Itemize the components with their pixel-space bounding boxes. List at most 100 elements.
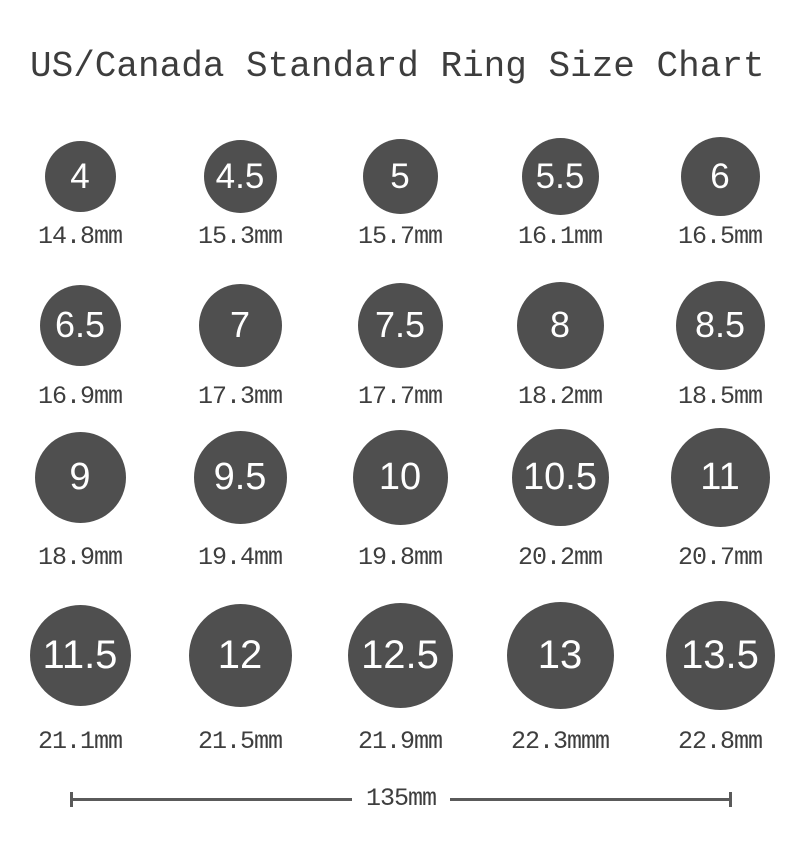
ring-size-item: 12.5 21.9mm	[320, 600, 480, 756]
ring-circle-box: 8.5	[675, 280, 765, 370]
ring-size-item: 9.5 19.4mm	[160, 427, 320, 572]
ring-circle: 6.5	[39, 284, 121, 366]
ring-size-number: 6.5	[54, 304, 106, 345]
ring-circle: 11	[670, 427, 770, 527]
ring-circle-box: 13	[506, 600, 614, 710]
ring-circle: 6	[680, 136, 760, 216]
ring-diameter-label: 19.4mm	[197, 543, 283, 572]
ring-diameter-label: 16.5mm	[677, 222, 763, 251]
ring-size-number: 5	[390, 156, 410, 196]
ring-size-item: 13.5 22.8mm	[640, 600, 800, 756]
ring-diameter-label: 18.5mm	[677, 382, 763, 411]
ring-size-number: 11	[700, 456, 740, 498]
ring-size-number: 5.5	[535, 156, 585, 196]
ring-circle-box: 5.5	[521, 136, 599, 216]
scale-bar-label: 135mm	[366, 783, 437, 813]
ring-row: 4 14.8mm 4.5 15.3mm 5 15.7mm 5.5 16.1mm 6 16.5mm	[0, 136, 800, 251]
ring-circle: 10.5	[511, 428, 609, 526]
ring-size-number: 7	[229, 304, 251, 345]
ring-diameter-label: 16.1mm	[517, 222, 603, 251]
ring-row: 6.5 16.9mm 7 17.3mm 7.5 17.7mm 8 18.2mm 8.5 18.5m…	[0, 280, 800, 411]
ring-diameter-label: 21.5mm	[197, 727, 283, 756]
ring-size-number: 13	[537, 633, 583, 677]
ring-diameter-label: 17.3mm	[197, 382, 283, 411]
ring-circle: 5	[362, 138, 438, 214]
ring-circle: 12.5	[347, 602, 453, 708]
ring-size-number: 11.5	[42, 633, 118, 677]
ring-row: 9 18.9mm 9.5 19.4mm 10 19.8mm 10.5 20.2mm 11 20.7…	[0, 427, 800, 572]
ring-size-item: 11 20.7mm	[640, 427, 800, 572]
ring-circle: 10	[352, 429, 448, 525]
ring-size-number: 4.5	[215, 156, 265, 196]
ring-size-item: 8 18.2mm	[480, 280, 640, 411]
ring-size-number: 10	[378, 456, 422, 498]
ring-size-item: 4 14.8mm	[0, 136, 160, 251]
ring-circle-box: 5	[362, 136, 438, 216]
ring-circle-box: 10	[352, 427, 448, 527]
ring-circle-box: 12.5	[347, 600, 453, 710]
ring-size-item: 5 15.7mm	[320, 136, 480, 251]
ring-size-item: 4.5 15.3mm	[160, 136, 320, 251]
ring-circle-box: 11	[670, 427, 770, 527]
ring-circle: 13	[506, 601, 614, 709]
ring-diameter-label: 16.9mm	[37, 382, 123, 411]
ring-diameter-label: 20.2mm	[517, 543, 603, 572]
scale-bar-left-tick	[70, 791, 73, 807]
ring-circle: 8	[516, 281, 604, 369]
ring-size-item: 13 22.3mmm	[480, 600, 640, 756]
ring-circle-box: 7.5	[357, 280, 443, 370]
ring-size-item: 7 17.3mm	[160, 280, 320, 411]
ring-diameter-label: 22.8mm	[677, 727, 763, 756]
ring-size-item: 10.5 20.2mm	[480, 427, 640, 572]
scale-bar-left-line	[73, 797, 352, 801]
ring-diameter-label: 15.3mm	[197, 222, 283, 251]
ring-size-item: 11.5 21.1mm	[0, 600, 160, 756]
ring-diameter-label: 17.7mm	[357, 382, 443, 411]
ring-size-item: 5.5 16.1mm	[480, 136, 640, 251]
ring-size-number: 8	[549, 304, 571, 345]
ring-circle-box: 12	[188, 600, 292, 710]
ring-size-item: 8.5 18.5mm	[640, 280, 800, 411]
ring-size-number: 7.5	[374, 304, 426, 345]
ring-circle: 8.5	[675, 280, 765, 370]
ring-circle: 12	[188, 603, 292, 707]
ring-size-number: 9.5	[213, 456, 267, 498]
ring-diameter-label: 15.7mm	[357, 222, 443, 251]
ring-circle-box: 4.5	[203, 136, 277, 216]
ring-diameter-label: 21.9mm	[357, 727, 443, 756]
ring-size-item: 10 19.8mm	[320, 427, 480, 572]
ring-circle: 7	[198, 283, 282, 367]
ring-circle-box: 6.5	[39, 280, 121, 370]
ring-circle: 5.5	[521, 137, 599, 215]
ring-circle-box: 9.5	[193, 427, 287, 527]
ring-circle: 7.5	[357, 282, 443, 368]
ring-circle: 13.5	[665, 600, 775, 710]
scale-bar: 135mm	[70, 784, 733, 813]
ring-size-number: 6	[710, 156, 730, 196]
ring-size-item: 9 18.9mm	[0, 427, 160, 572]
ring-circle: 11.5	[29, 604, 131, 706]
ring-circle-box: 13.5	[665, 600, 775, 710]
ring-size-number: 10.5	[523, 456, 597, 498]
ring-circle-box: 10.5	[511, 427, 609, 527]
ring-diameter-label: 18.9mm	[37, 543, 123, 572]
scale-bar-right-line	[450, 797, 730, 801]
ring-circle-box: 8	[516, 280, 604, 370]
ring-size-number: 12	[217, 633, 263, 677]
ring-diameter-label: 14.8mm	[37, 222, 123, 251]
ring-circle-box: 9	[34, 427, 126, 527]
ring-size-number: 12.5	[361, 633, 439, 677]
ring-row: 11.5 21.1mm 12 21.5mm 12.5 21.9mm 13 22.3mmm 13.…	[0, 600, 800, 756]
ring-diameter-label: 18.2mm	[517, 382, 603, 411]
ring-circle-box: 7	[198, 280, 282, 370]
ring-diameter-label: 20.7mm	[677, 543, 763, 572]
ring-circle-box: 6	[680, 136, 760, 216]
ring-circle: 4.5	[203, 139, 277, 213]
scale-bar-right-tick	[729, 791, 733, 807]
ring-size-number: 9	[69, 456, 91, 498]
ring-circle: 9.5	[193, 430, 287, 524]
ring-size-number: 13.5	[681, 633, 759, 677]
ring-size-item: 7.5 17.7mm	[320, 280, 480, 411]
ring-diameter-label: 19.8mm	[357, 543, 443, 572]
